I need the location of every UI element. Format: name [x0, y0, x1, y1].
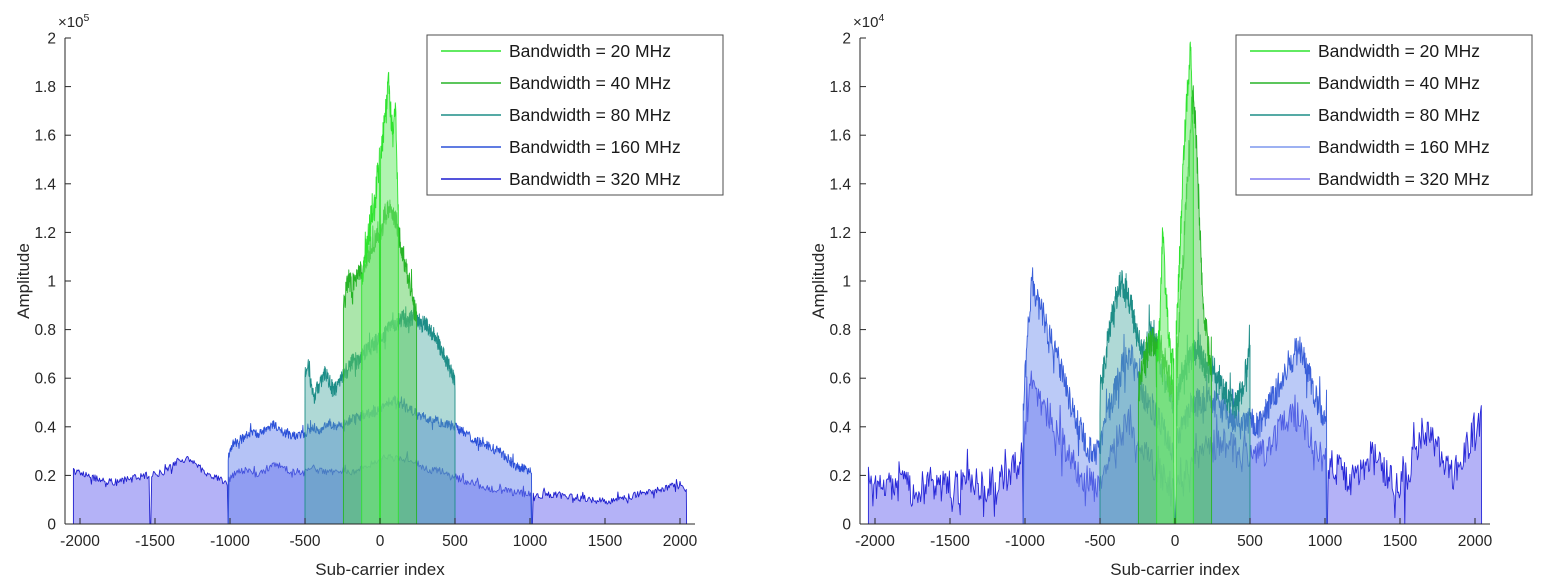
x-tick-label: 1500 — [1383, 533, 1418, 550]
y-tick-label: 0.2 — [34, 468, 56, 485]
right-x-axis-label: Sub-carrier index — [1045, 560, 1305, 580]
left-y-axis-label: Amplitude — [14, 181, 34, 381]
y-tick-label: 1.8 — [34, 79, 56, 96]
x-tick-label: -500 — [289, 533, 320, 550]
right-exponent-base: ×10 — [853, 14, 878, 31]
legend-label: Bandwidth = 320 MHz — [1318, 169, 1490, 189]
series-20mhz — [362, 72, 399, 524]
x-tick-label: 2000 — [1458, 533, 1493, 550]
left-plot-canvas: 0 0.2 0.4 0.6 0.8 1 1.2 1.4 1.6 1.8 2 -2000 -1500 -10… — [0, 0, 771, 587]
y-tick-label: 0 — [842, 517, 851, 534]
y-tick-label: 1.4 — [34, 176, 56, 193]
x-tick-label: -2000 — [60, 533, 100, 550]
legend-label: Bandwidth = 80 MHz — [509, 105, 671, 125]
left-exponent-power: 5 — [83, 12, 89, 24]
right-y-exponent: ×104 — [853, 12, 884, 31]
x-tick-label: -500 — [1084, 533, 1115, 550]
series-20mhz — [1157, 42, 1194, 524]
x-tick-label: -1000 — [1005, 533, 1045, 550]
left-x-axis-label: Sub-carrier index — [250, 560, 510, 580]
x-tick-label: -1500 — [135, 533, 175, 550]
y-tick-label: 1.4 — [829, 176, 851, 193]
right-plot-canvas: 0 0.2 0.4 0.6 0.8 1 1.2 1.4 1.6 1.8 2 -2000 -1500 -10… — [771, 0, 1542, 587]
series-320mhz — [868, 371, 1481, 524]
y-tick-label: 0.4 — [829, 419, 851, 436]
x-tick-label: 1500 — [588, 533, 623, 550]
y-tick-label: 0.6 — [829, 371, 851, 388]
x-tick-label: 1000 — [1308, 533, 1343, 550]
y-tick-label: 1 — [842, 274, 851, 291]
figure: 0 0.2 0.4 0.6 0.8 1 1.2 1.4 1.6 1.8 2 -2000 -1500 -10… — [0, 0, 1542, 587]
y-tick-label: 2 — [47, 31, 56, 48]
x-tick-label: -1500 — [930, 533, 970, 550]
legend-label: Bandwidth = 160 MHz — [1318, 137, 1490, 157]
right-y-axis-label: Amplitude — [809, 181, 829, 381]
x-tick-label: 500 — [442, 533, 468, 550]
y-tick-label: 2 — [842, 31, 851, 48]
legend: Bandwidth = 20 MHz Bandwidth = 40 MHz Band… — [1236, 35, 1532, 195]
y-tick-label: 0.8 — [829, 322, 851, 339]
x-tick-label: 2000 — [663, 533, 698, 550]
y-tick-label: 1.6 — [829, 128, 851, 145]
y-tick-label: 0.2 — [829, 468, 851, 485]
left-exponent-base: ×10 — [58, 14, 83, 31]
x-tick-label: 0 — [376, 533, 385, 550]
x-tick-label: 0 — [1171, 533, 1180, 550]
legend-label: Bandwidth = 40 MHz — [1318, 73, 1480, 93]
y-tick-label: 1.2 — [34, 225, 56, 242]
legend-label: Bandwidth = 80 MHz — [1318, 105, 1480, 125]
legend-label: Bandwidth = 160 MHz — [509, 137, 681, 157]
series-160mhz — [1023, 268, 1327, 524]
y-tick-label: 0 — [47, 517, 56, 534]
x-tick-label: 500 — [1237, 533, 1263, 550]
y-tick-label: 1 — [47, 274, 56, 291]
x-tick-label: -2000 — [855, 533, 895, 550]
series-80mhz — [1100, 271, 1250, 524]
x-tick-label: 1000 — [513, 533, 548, 550]
legend-label: Bandwidth = 40 MHz — [509, 73, 671, 93]
legend-label: Bandwidth = 20 MHz — [1318, 41, 1480, 61]
right-plot: 0 0.2 0.4 0.6 0.8 1 1.2 1.4 1.6 1.8 2 -2000 -1500 -10… — [771, 0, 1542, 587]
y-tick-label: 1.8 — [829, 79, 851, 96]
y-tick-label: 0.6 — [34, 371, 56, 388]
right-exponent-power: 4 — [878, 12, 884, 24]
x-tick-label: -1000 — [210, 533, 250, 550]
legend-label: Bandwidth = 20 MHz — [509, 41, 671, 61]
y-tick-label: 0.8 — [34, 322, 56, 339]
legend: Bandwidth = 20 MHz Bandwidth = 40 MHz Band… — [427, 35, 723, 195]
y-tick-label: 1.6 — [34, 128, 56, 145]
y-tick-label: 0.4 — [34, 419, 56, 436]
left-plot: 0 0.2 0.4 0.6 0.8 1 1.2 1.4 1.6 1.8 2 -2000 -1500 -10… — [0, 0, 771, 587]
legend-label: Bandwidth = 320 MHz — [509, 169, 681, 189]
left-y-exponent: ×105 — [58, 12, 89, 31]
y-tick-label: 1.2 — [829, 225, 851, 242]
